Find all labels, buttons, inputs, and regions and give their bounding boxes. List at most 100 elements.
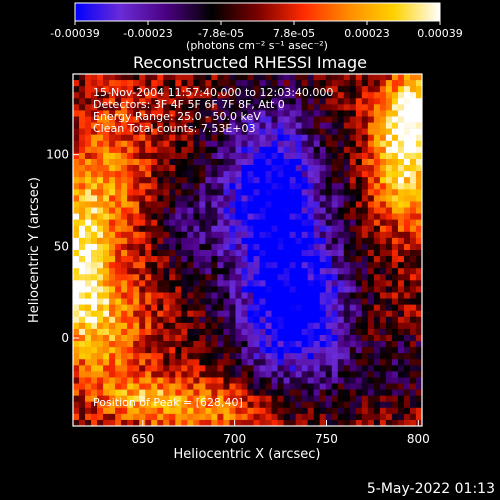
heatmap-cell bbox=[157, 171, 164, 178]
heatmap-cell bbox=[79, 371, 86, 378]
heatmap-cell bbox=[241, 256, 248, 263]
heatmap-cell bbox=[253, 92, 260, 99]
heatmap-cell bbox=[115, 304, 122, 311]
heatmap-cell bbox=[415, 171, 423, 178]
heatmap-cell bbox=[175, 231, 182, 239]
heatmap-cell bbox=[139, 213, 146, 220]
heatmap-cell bbox=[121, 334, 128, 342]
heatmap-cell bbox=[211, 304, 218, 311]
heatmap-cell bbox=[91, 268, 98, 275]
heatmap-cell bbox=[217, 353, 224, 360]
heatmap-cell bbox=[259, 207, 266, 214]
heatmap-cell bbox=[385, 419, 393, 427]
heatmap-cell bbox=[187, 165, 194, 172]
heatmap-cell bbox=[289, 268, 296, 275]
heatmap-cell bbox=[97, 237, 104, 245]
heatmap-cell bbox=[163, 98, 170, 105]
heatmap-cell bbox=[193, 207, 200, 214]
heatmap-cell bbox=[331, 353, 339, 360]
heatmap-cell bbox=[409, 201, 417, 208]
heatmap-cell bbox=[151, 201, 158, 208]
heatmap-cell bbox=[241, 286, 248, 293]
heatmap-cell bbox=[397, 92, 405, 99]
heatmap-cell bbox=[109, 140, 116, 148]
heatmap-cell bbox=[307, 347, 314, 354]
heatmap-cell bbox=[193, 365, 200, 372]
heatmap-cell bbox=[391, 316, 399, 324]
heatmap-cell bbox=[193, 134, 200, 142]
heatmap-cell bbox=[283, 286, 290, 293]
heatmap-cell bbox=[91, 395, 98, 403]
heatmap-cell bbox=[355, 395, 363, 403]
heatmap-cell bbox=[211, 201, 218, 208]
heatmap-cell bbox=[337, 219, 345, 227]
heatmap-cell bbox=[121, 110, 128, 117]
heatmap-cell bbox=[115, 328, 122, 336]
heatmap-cell bbox=[145, 201, 152, 208]
heatmap-cell bbox=[157, 243, 164, 251]
heatmap-cell bbox=[139, 189, 146, 196]
heatmap-cell bbox=[169, 353, 176, 360]
heatmap-cell bbox=[199, 171, 206, 178]
heatmap-cell bbox=[277, 359, 284, 366]
heatmap-cell bbox=[151, 395, 158, 403]
heatmap-cell bbox=[127, 419, 134, 427]
heatmap-cell bbox=[157, 231, 164, 239]
heatmap-cell bbox=[325, 189, 333, 196]
heatmap-cell bbox=[139, 262, 146, 269]
heatmap-cell bbox=[385, 86, 393, 93]
heatmap-cell bbox=[385, 183, 393, 190]
annotation-time-range: 15-Nov-2004 11:57:40.000 to 12:03:40.000 bbox=[93, 86, 333, 99]
heatmap-cell bbox=[181, 407, 188, 415]
heatmap-cell bbox=[253, 322, 260, 330]
heatmap-cell bbox=[139, 152, 146, 160]
heatmap-cell bbox=[97, 92, 104, 99]
heatmap-cell bbox=[121, 177, 128, 184]
heatmap-cell bbox=[235, 243, 242, 251]
heatmap-cell bbox=[319, 213, 327, 220]
heatmap-cell bbox=[181, 225, 188, 233]
heatmap-cell bbox=[271, 268, 278, 275]
heatmap-cell bbox=[379, 298, 387, 305]
heatmap-cell bbox=[133, 92, 140, 99]
heatmap-cell bbox=[307, 134, 314, 142]
heatmap-cell bbox=[229, 189, 236, 196]
heatmap-cell bbox=[343, 310, 351, 318]
heatmap-cell bbox=[97, 165, 104, 172]
heatmap-cell bbox=[355, 322, 363, 330]
heatmap-cell bbox=[121, 371, 128, 378]
heatmap-cell bbox=[343, 407, 351, 415]
heatmap-cell bbox=[151, 140, 158, 148]
heatmap-cell bbox=[247, 134, 254, 142]
heatmap-cell bbox=[163, 328, 170, 336]
heatmap-cell bbox=[169, 128, 176, 135]
heatmap-cell bbox=[385, 122, 393, 129]
heatmap-cell bbox=[337, 207, 345, 214]
heatmap-cell bbox=[79, 122, 86, 129]
heatmap-cell bbox=[151, 86, 158, 93]
heatmap-cell bbox=[103, 347, 110, 354]
heatmap-cell bbox=[301, 195, 308, 202]
heatmap-cell bbox=[145, 134, 152, 142]
heatmap-cell bbox=[295, 286, 302, 293]
heatmap-cell bbox=[379, 359, 387, 366]
heatmap-cell bbox=[379, 134, 387, 142]
heatmap-cell bbox=[307, 128, 314, 135]
heatmap-cell bbox=[355, 219, 363, 227]
heatmap-cell bbox=[361, 304, 369, 311]
heatmap-cell bbox=[319, 389, 327, 396]
heatmap-cell bbox=[283, 353, 290, 360]
heatmap-cell bbox=[307, 341, 314, 348]
heatmap-cell bbox=[175, 268, 182, 275]
heatmap-cell bbox=[409, 286, 417, 293]
heatmap-cell bbox=[247, 298, 254, 305]
heatmap-cell bbox=[259, 371, 266, 378]
heatmap-cell bbox=[187, 146, 194, 154]
heatmap-cell bbox=[343, 292, 351, 299]
heatmap-cell bbox=[151, 225, 158, 233]
heatmap-cell bbox=[391, 219, 399, 227]
heatmap-cell bbox=[277, 134, 284, 142]
heatmap-cell bbox=[361, 237, 369, 245]
heatmap-cell bbox=[319, 262, 327, 269]
heatmap-cell bbox=[103, 207, 110, 214]
